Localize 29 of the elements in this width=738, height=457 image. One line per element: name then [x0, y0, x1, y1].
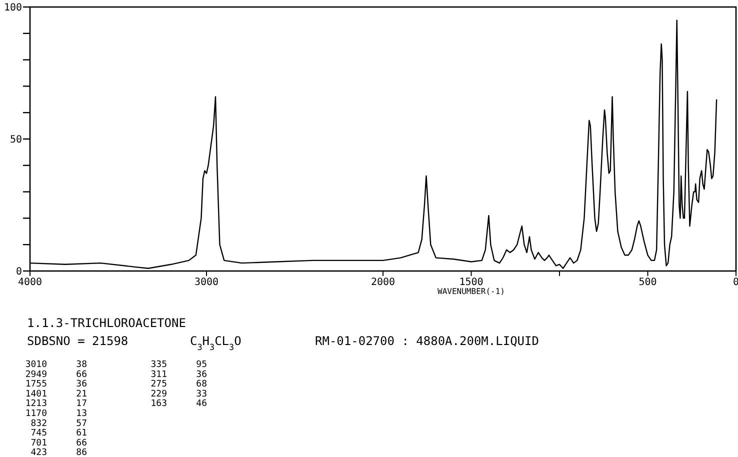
text: C$_{3}$H$_{3}$CL$_{3}$O	[190, 334, 242, 352]
x-tick-label: 500	[638, 277, 657, 288]
text: 1170 13	[25, 409, 87, 419]
text: 275 68	[150, 380, 207, 390]
text: 1.1.3-TRICHLOROACETONE	[27, 316, 186, 330]
text: 163 46	[150, 399, 207, 410]
text: 229 33	[150, 389, 207, 400]
text: 423 86	[30, 448, 87, 457]
x-tick-label: 1500	[459, 277, 484, 288]
text: 2949 66	[25, 370, 87, 380]
x-tick-label: 3000	[194, 277, 219, 288]
y-tick-label: 0	[16, 266, 22, 278]
text: SDBSNO = 21598	[27, 334, 128, 348]
y-tick-label: 100	[4, 2, 22, 14]
text: 1755 36	[25, 380, 87, 390]
x-axis-title: WAVENUMBER(-1)	[438, 287, 505, 296]
x-tick-label: 0	[732, 277, 738, 288]
text: RM-01-02700 : 4880A.200M.LIQUID	[315, 334, 539, 348]
text: 1213 17	[25, 399, 87, 410]
x-tick-label: 2000	[370, 277, 396, 288]
text: 335 95	[150, 360, 207, 370]
text: 701 66	[30, 438, 87, 448]
text: 1401 21	[25, 389, 87, 400]
x-tick-label: 4000	[18, 277, 42, 288]
text: 311 36	[150, 370, 207, 380]
text: 745 61	[30, 428, 87, 439]
text: 3010 38	[25, 360, 87, 370]
y-tick-label: 50	[10, 134, 22, 146]
text: 832 57	[30, 418, 87, 429]
